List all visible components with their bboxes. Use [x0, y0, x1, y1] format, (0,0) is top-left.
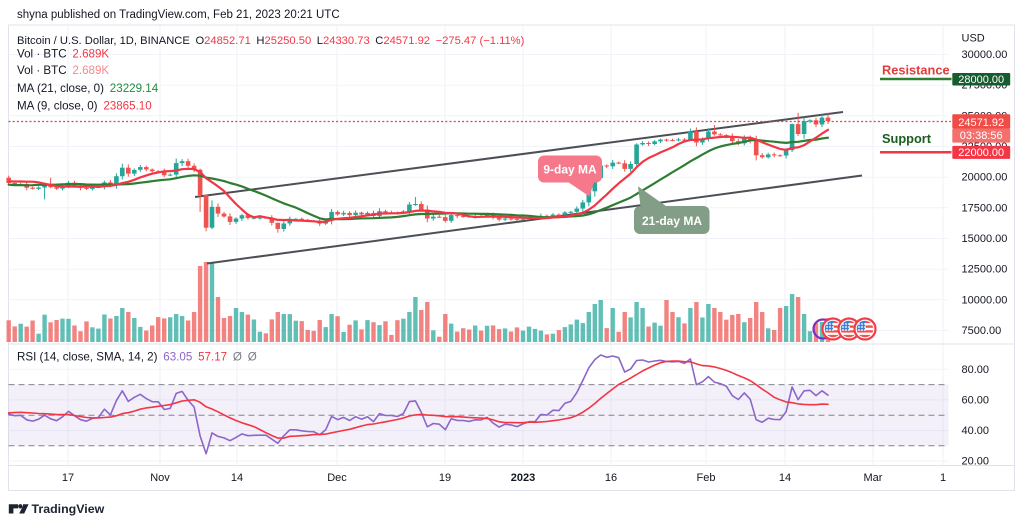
svg-text:MA (21, close, 0) 23229.14: MA (21, close, 0) 23229.14 [17, 82, 159, 95]
svg-text:24571.92: 24571.92 [958, 117, 1004, 129]
svg-text:Mar: Mar [864, 472, 883, 484]
svg-text:03:38:56: 03:38:56 [960, 130, 1003, 142]
svg-text:17500.00: 17500.00 [962, 202, 1008, 214]
svg-text:USD: USD [962, 33, 985, 45]
svg-text:Resistance: Resistance [882, 63, 950, 78]
svg-text:14: 14 [231, 472, 243, 484]
svg-text:40.00: 40.00 [962, 425, 990, 437]
svg-text:17: 17 [62, 472, 74, 484]
svg-text:Vol · BTC 2.689K: Vol · BTC 2.689K [17, 48, 109, 61]
svg-text:Dec: Dec [327, 472, 347, 484]
svg-text:2023: 2023 [511, 472, 535, 484]
svg-text:19: 19 [439, 472, 451, 484]
svg-text:TradingView: TradingView [32, 502, 105, 516]
svg-text:Feb: Feb [697, 472, 716, 484]
svg-text:15000.00: 15000.00 [962, 233, 1008, 245]
svg-text:MA (9, close, 0) 23865.10: MA (9, close, 0) 23865.10 [17, 100, 152, 113]
svg-text:16: 16 [605, 472, 617, 484]
svg-text:30000.00: 30000.00 [962, 49, 1008, 61]
svg-text:Support: Support [882, 131, 932, 146]
svg-text:12500.00: 12500.00 [962, 264, 1008, 276]
svg-text:9-day MA: 9-day MA [543, 163, 597, 177]
svg-text:Nov: Nov [150, 472, 170, 484]
svg-text:21-day MA: 21-day MA [642, 214, 702, 228]
svg-text:80.00: 80.00 [962, 364, 990, 376]
svg-text:7500.00: 7500.00 [962, 325, 1002, 337]
svg-text:shyna published on TradingView: shyna published on TradingView.com, Feb … [17, 9, 340, 21]
svg-text:14: 14 [779, 472, 791, 484]
svg-text:20000.00: 20000.00 [962, 172, 1008, 184]
svg-text:1: 1 [940, 472, 946, 484]
svg-text:Bitcoin / U.S. Dollar, 1D, BIN: Bitcoin / U.S. Dollar, 1D, BINANCE O2485… [17, 35, 525, 47]
svg-text:10000.00: 10000.00 [962, 294, 1008, 306]
svg-text:60.00: 60.00 [962, 394, 990, 406]
svg-text:20.00: 20.00 [962, 456, 990, 468]
svg-text:22000.00: 22000.00 [958, 147, 1004, 159]
svg-text:RSI (14, close, SMA, 14, 2) 63: RSI (14, close, SMA, 14, 2) 63.05 57.17 … [17, 351, 257, 364]
svg-text:Vol · BTC 2.689K: Vol · BTC 2.689K [17, 64, 109, 77]
svg-text:28000.00: 28000.00 [958, 74, 1004, 86]
